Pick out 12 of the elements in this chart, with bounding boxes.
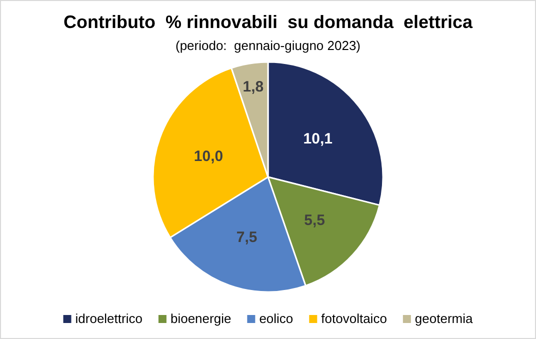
- legend-label: idroelettrico: [75, 311, 142, 326]
- chart-subtitle: (periodo: gennaio-giugno 2023): [175, 38, 361, 53]
- data-label: 1,8: [242, 78, 264, 96]
- legend-label: geotermia: [414, 311, 474, 326]
- data-label: 10,0: [194, 148, 224, 165]
- legend-label: eolico: [259, 311, 294, 326]
- chart-title: Contributo % rinnovabili su domanda elettrica: [63, 12, 474, 32]
- legend-label: fotovoltaico: [321, 311, 387, 326]
- data-label: 10,1: [303, 130, 333, 148]
- data-label: 5,5: [304, 212, 326, 230]
- legend-label: bioenergie: [170, 311, 232, 326]
- data-label: 7,5: [236, 228, 258, 246]
